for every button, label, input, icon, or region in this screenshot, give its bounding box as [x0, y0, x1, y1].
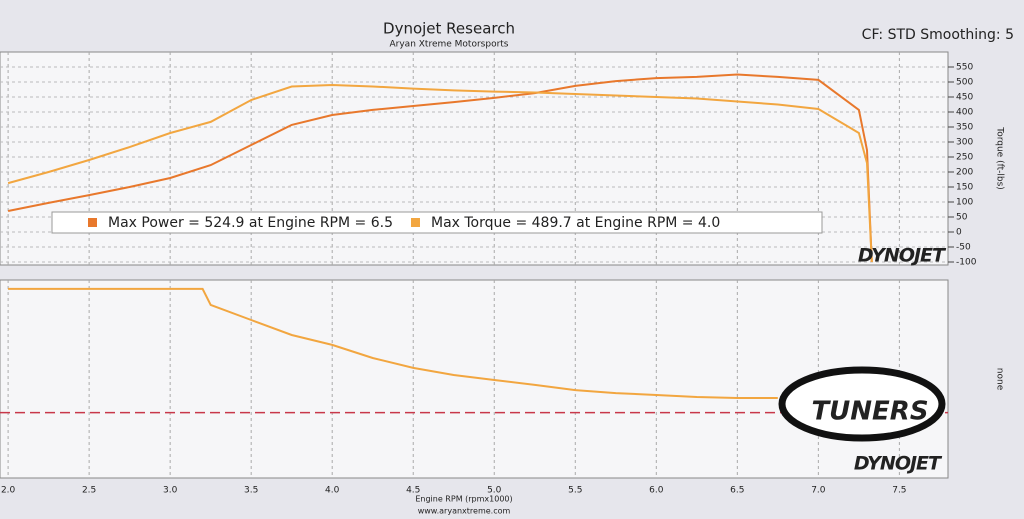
x-tick-label: 6.0 [649, 486, 664, 496]
plot-area [0, 279, 949, 479]
tuners-logo: TUNERS [811, 397, 928, 427]
dynojet-logo: DYNOJET [854, 453, 943, 475]
y-tick-label: 400 [956, 108, 973, 118]
legend [51, 211, 823, 234]
x-axis-label: Engine RPM (rpmx1000) [415, 495, 512, 504]
y-tick-label: 150 [956, 183, 973, 193]
y-tick-label: 350 [956, 123, 973, 133]
y-tick-label: 300 [956, 138, 973, 148]
x-tick-label: 3.0 [163, 486, 178, 496]
y-tick-label: 500 [956, 78, 973, 88]
settings: CF: STD Smoothing: 5 [862, 27, 1014, 43]
x-tick-label: 6.5 [730, 486, 744, 496]
x-tick-label: 5.5 [568, 486, 582, 496]
x-tick-label: 5.0 [487, 486, 502, 496]
series-line [7, 73, 873, 263]
y-tick-label: -50 [956, 243, 971, 253]
tuners-logo-ring [778, 366, 946, 442]
x-tick-label: 3.5 [244, 486, 258, 496]
y-tick-label: 550 [956, 63, 973, 73]
dynojet-logo: DYNOJET [858, 245, 947, 267]
x-tick-label: 2.0 [1, 486, 16, 496]
legend-swatch [88, 218, 97, 227]
x-tick-label: 4.0 [325, 486, 340, 496]
x-tick-label: 4.5 [406, 486, 420, 496]
y-tick-label: 0 [956, 228, 962, 238]
title: Dynojet Research [383, 20, 515, 38]
x-tick-label: 2.5 [82, 486, 96, 496]
series-line [8, 287, 778, 399]
y-tick-label: 250 [956, 153, 973, 163]
y-axis-label: Torque (ft-lbs) [995, 126, 1005, 190]
x-tick-label: 7.0 [811, 486, 826, 496]
y-tick-label: 50 [956, 213, 968, 223]
y-tick-label: 450 [956, 93, 973, 103]
footer: www.aryanxtreme.com [418, 507, 511, 516]
x-tick-label: 7.5 [892, 486, 906, 496]
y-tick-label: 100 [956, 198, 973, 208]
legend-label: Max Torque = 489.7 at Engine RPM = 4.0 [431, 215, 720, 231]
y-tick-label: 200 [956, 168, 973, 178]
series-line [7, 83, 873, 263]
legend-label: Max Power = 524.9 at Engine RPM = 6.5 [108, 215, 393, 231]
y-tick-label: -100 [956, 258, 977, 268]
y-axis-label: none [995, 368, 1005, 391]
subtitle: Aryan Xtreme Motorsports [390, 40, 509, 50]
legend-swatch [410, 218, 420, 227]
